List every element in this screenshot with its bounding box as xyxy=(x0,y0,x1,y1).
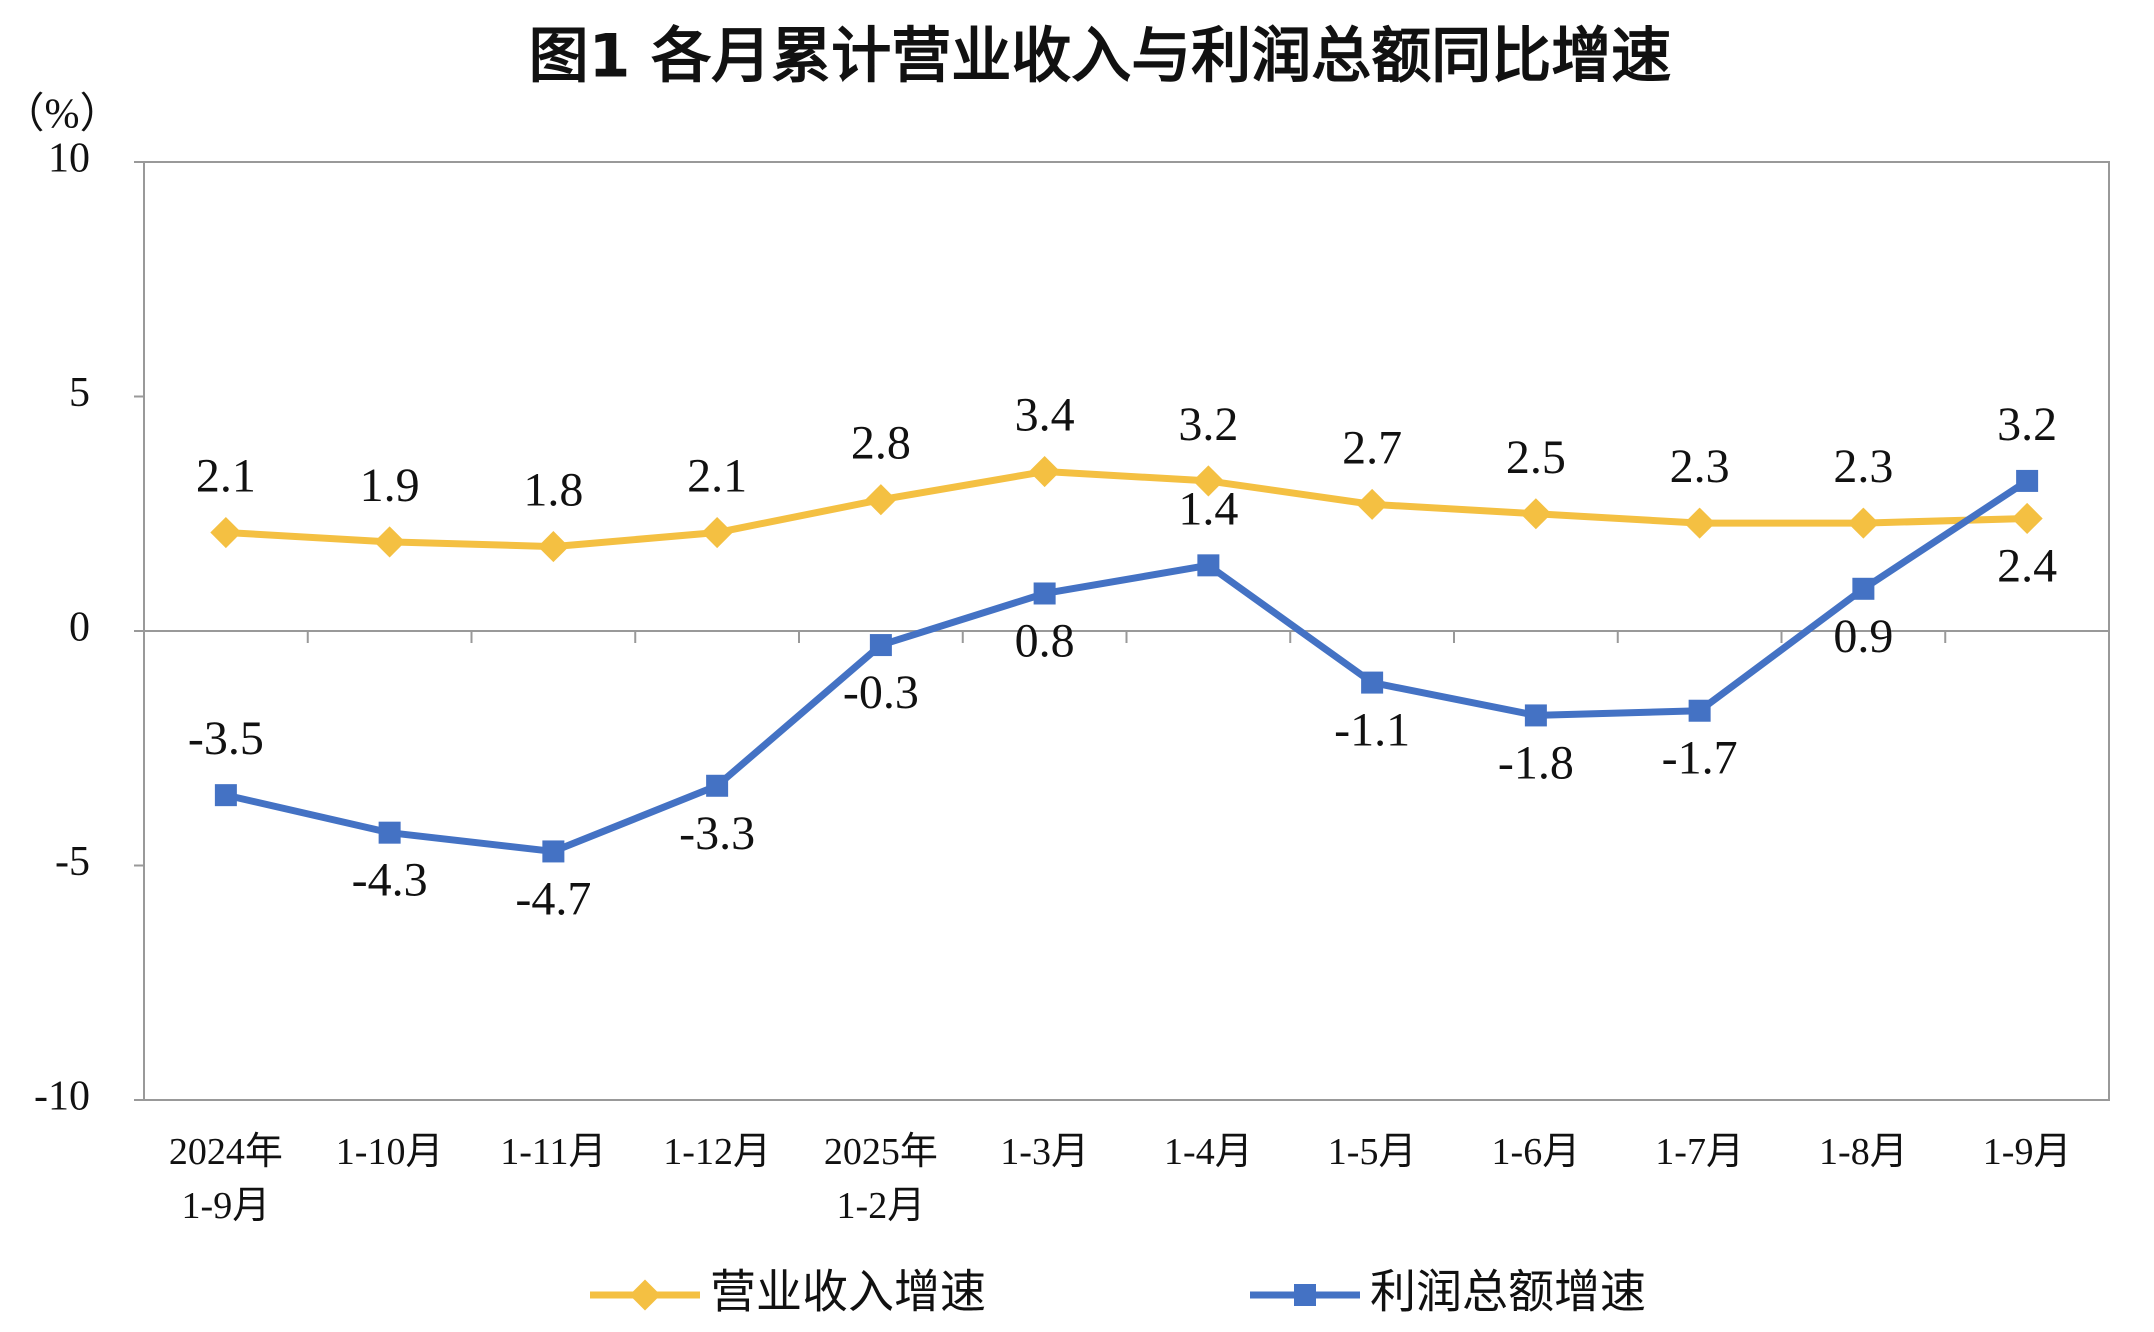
y-axis-label: （%） xyxy=(3,92,122,138)
marker xyxy=(1029,455,1061,488)
data-label: -3.3 xyxy=(679,807,755,860)
data-label: 3.2 xyxy=(1997,398,2057,451)
marker xyxy=(865,484,897,516)
marker xyxy=(1361,671,1384,694)
x-tick-label: 2024年 1-9月 xyxy=(169,1131,283,1227)
data-label: 3.2 xyxy=(1178,398,1238,451)
x-tick-label: 1-7月 xyxy=(1655,1131,1744,1173)
data-label: -1.8 xyxy=(1498,736,1574,789)
marker xyxy=(1524,704,1547,727)
data-label: -0.3 xyxy=(843,666,919,719)
x-tick-label: 1-11月 xyxy=(500,1131,606,1173)
data-label: 1.4 xyxy=(1178,482,1238,535)
legend-marker xyxy=(1294,1284,1316,1306)
y-tick-label: 5 xyxy=(69,370,90,416)
x-tick-label: 1-5月 xyxy=(1328,1131,1417,1173)
data-label: 2.3 xyxy=(1833,440,1893,493)
data-label: 2.7 xyxy=(1342,421,1402,474)
data-label: 2.1 xyxy=(196,450,256,503)
series-line xyxy=(225,477,2030,855)
data-label: 0.9 xyxy=(1833,610,1893,663)
x-tick-label: 2025年 1-2月 xyxy=(824,1131,938,1227)
data-label: 2.5 xyxy=(1506,431,1566,484)
y-tick-label: 10 xyxy=(48,136,90,182)
marker xyxy=(1688,699,1711,722)
marker xyxy=(1197,554,1220,577)
data-label: 0.8 xyxy=(1015,614,1075,667)
data-label: -4.3 xyxy=(352,854,428,907)
y-tick-label: 0 xyxy=(69,605,90,651)
marker xyxy=(214,784,237,807)
data-label: 2.1 xyxy=(687,450,747,503)
x-tick-label: 1-9月 xyxy=(1983,1131,2072,1173)
x-tick-label: 1-10月 xyxy=(336,1131,444,1173)
data-label: -1.7 xyxy=(1662,732,1738,785)
y-tick-label: -5 xyxy=(55,839,90,885)
marker xyxy=(1192,465,1224,497)
data-label: -3.5 xyxy=(188,712,264,765)
x-tick-label: 1-8月 xyxy=(1819,1131,1908,1173)
series-line xyxy=(225,468,2028,551)
marker xyxy=(1852,577,1875,600)
data-label: 1.8 xyxy=(523,464,583,517)
data-label: -4.7 xyxy=(515,872,591,925)
y-tick-label: -10 xyxy=(34,1074,90,1120)
data-label: 3.4 xyxy=(1015,389,1075,442)
marker xyxy=(542,840,565,863)
legend-label: 利润总额增速 xyxy=(1370,1265,1646,1319)
marker xyxy=(2016,469,2039,492)
data-label: 2.8 xyxy=(851,417,911,470)
marker xyxy=(869,634,892,657)
data-label: 2.3 xyxy=(1670,440,1730,493)
marker xyxy=(706,774,729,797)
data-label: 1.9 xyxy=(360,459,420,512)
x-tick-label: 1-6月 xyxy=(1492,1131,1581,1173)
marker xyxy=(374,526,406,558)
x-tick-label: 1-4月 xyxy=(1164,1131,1253,1173)
data-label: 2.4 xyxy=(1997,539,2057,592)
data-label: -1.1 xyxy=(1334,704,1410,757)
marker xyxy=(1033,582,1056,605)
marker xyxy=(378,821,401,844)
chart-title: 图1 各月累计营业收入与利润总额同比增速 xyxy=(529,22,1672,92)
x-tick-label: 1-3月 xyxy=(1000,1131,1089,1173)
x-tick-label: 1-12月 xyxy=(663,1131,771,1173)
legend-label: 营业收入增速 xyxy=(710,1265,986,1319)
